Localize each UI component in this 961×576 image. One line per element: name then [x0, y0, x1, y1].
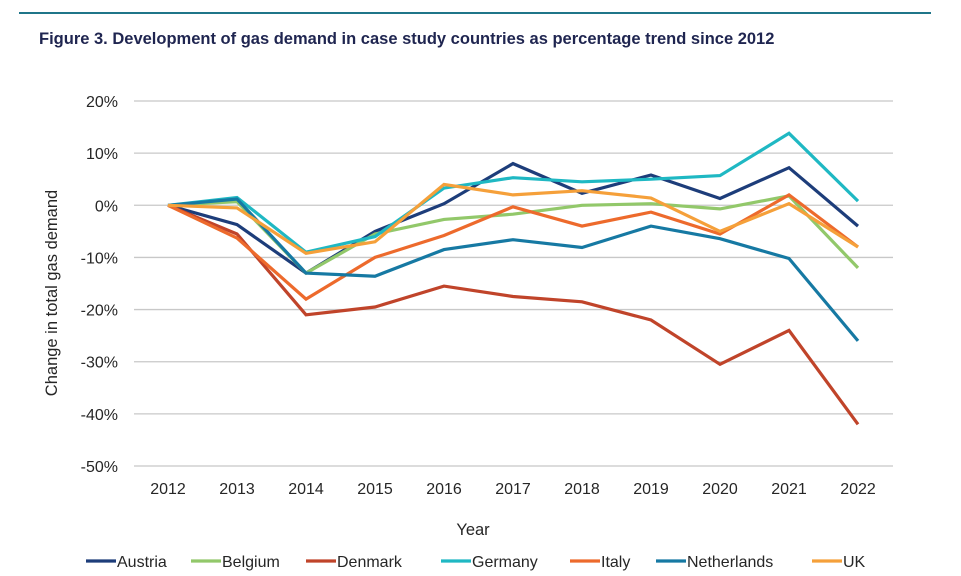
legend-label: Belgium [222, 554, 280, 571]
y-tick-label: 10% [86, 146, 118, 163]
legend-label: Netherlands [687, 554, 773, 571]
legend-label: Germany [472, 554, 538, 571]
legend-label: Italy [601, 554, 630, 571]
y-tick-label: -40% [81, 407, 118, 424]
x-tick-label: 2014 [288, 481, 324, 498]
legend: Austria Belgium Denmark Germany Italy Netherl… [86, 554, 866, 571]
y-tick-label: 0% [95, 198, 118, 215]
x-tick-label: 2021 [771, 481, 807, 498]
legend-item-austria: Austria [86, 554, 167, 571]
series-line-germany [167, 131, 860, 254]
x-tick-label: 2017 [495, 481, 531, 498]
x-axis-title: Year [456, 521, 490, 539]
series-line-uk [167, 182, 859, 255]
legend-item-germany: Germany [441, 554, 538, 571]
figure-title: Figure 3. Development of gas demand in c… [39, 30, 775, 48]
x-axis-ticks: 2012 2013 2014 2015 2016 2017 2018 2019 2020 2021… [150, 481, 876, 498]
x-tick-label: 2020 [702, 481, 738, 498]
x-tick-label: 2016 [426, 481, 462, 498]
y-tick-label: -10% [81, 250, 118, 267]
y-tick-label: -30% [81, 355, 118, 372]
legend-label: Denmark [337, 554, 403, 571]
x-tick-label: 2012 [150, 481, 186, 498]
legend-item-denmark: Denmark [306, 554, 403, 571]
series-line-netherlands [167, 197, 860, 342]
legend-item-uk: UK [812, 554, 866, 571]
legend-item-italy: Italy [570, 554, 630, 571]
header-rule [19, 12, 931, 14]
y-tick-label: 20% [86, 94, 118, 111]
x-tick-label: 2022 [840, 481, 876, 498]
y-axis-title: Change in total gas demand [43, 190, 61, 396]
series-line-austria [167, 161, 860, 276]
x-tick-label: 2018 [564, 481, 600, 498]
x-tick-label: 2013 [219, 481, 255, 498]
series-lines [167, 131, 860, 426]
x-tick-label: 2015 [357, 481, 393, 498]
y-axis-ticks: 20% 10% 0% -10% -20% -30% -40% -50% [81, 94, 118, 476]
gridlines [134, 100, 893, 467]
y-tick-label: -50% [81, 459, 118, 476]
legend-item-belgium: Belgium [191, 554, 280, 571]
legend-label: UK [843, 554, 866, 571]
legend-item-netherlands: Netherlands [656, 554, 773, 571]
legend-label: Austria [117, 554, 167, 571]
x-tick-label: 2019 [633, 481, 669, 498]
y-tick-label: -20% [81, 303, 118, 320]
series-line-denmark [167, 203, 860, 426]
